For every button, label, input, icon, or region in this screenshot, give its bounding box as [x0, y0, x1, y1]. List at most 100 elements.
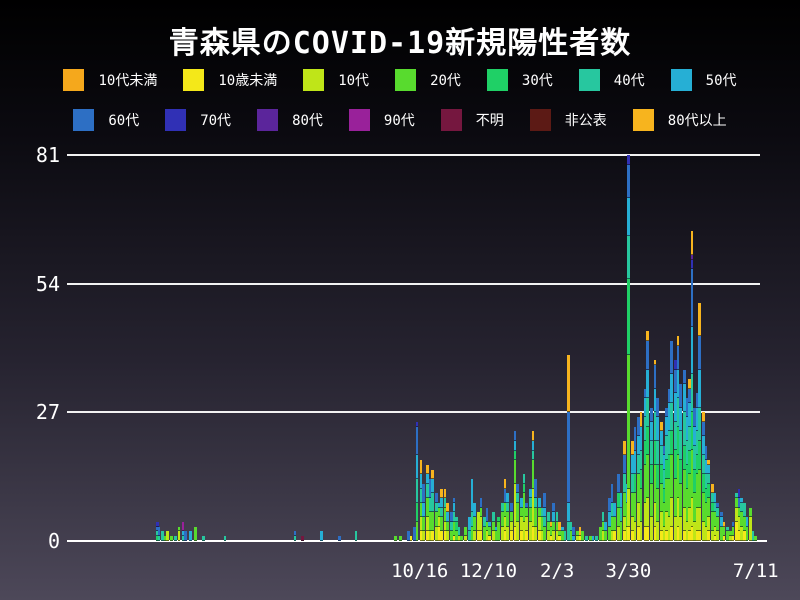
bar-segment-g2: [656, 488, 659, 522]
bar-segment-c: [552, 512, 555, 522]
bar-segment-t: [174, 536, 177, 541]
bar-segment-b: [413, 526, 416, 541]
bar-segment-b: [627, 164, 630, 198]
bar-segment-c: [473, 502, 476, 518]
bar-segment-g2: [660, 483, 663, 513]
bar-day-309: [546, 512, 550, 541]
bar-segment-t: [555, 512, 559, 522]
bar-segment-t: [704, 474, 708, 489]
bar-segment-O: [722, 521, 726, 527]
bar-segment-g2: [754, 536, 757, 541]
bar-day-304: [540, 507, 544, 541]
bar-segment-c: [470, 479, 474, 513]
legend-label-b: 60代: [108, 113, 140, 129]
bar-day-6: [161, 531, 164, 541]
bar-segment-b: [637, 417, 640, 437]
bar-segment-b: [643, 388, 647, 399]
bar-day-38: [202, 536, 205, 541]
bar-segment-b: [293, 531, 297, 537]
legend-swatch-p8-icon: [257, 109, 279, 131]
bar-day-454: [731, 521, 735, 541]
legend-swatch-t-icon: [578, 69, 600, 91]
legend-item-g2: 20代: [395, 69, 461, 91]
bar-segment-t: [653, 412, 657, 441]
bar-day-395: [656, 398, 659, 541]
bar-segment-g2: [711, 512, 714, 532]
bar-segment-g2: [737, 507, 741, 518]
bar-segment-b: [670, 340, 673, 375]
bar-day-299: [534, 479, 537, 541]
bar-segment-b: [503, 488, 507, 503]
bar-segment-g2: [613, 517, 616, 532]
bar-segment-y: [549, 536, 553, 541]
bar-segment-y: [665, 531, 668, 541]
bar-segment-y: [637, 526, 640, 541]
bar-segment-c: [633, 450, 637, 475]
legend-label-u: 不明: [475, 113, 504, 129]
bar-segment-g2: [422, 517, 425, 532]
bar-segment-g2: [510, 512, 513, 522]
bar-segment-y: [437, 526, 441, 541]
bar-day-266: [492, 512, 495, 541]
bar-day-285: [516, 483, 519, 541]
bar-segment-g1: [688, 507, 691, 532]
bar-segment-y: [431, 531, 434, 541]
bar-segment-g1: [695, 507, 699, 532]
bar-segment-g2: [163, 536, 167, 541]
bar-segment-c: [698, 369, 701, 408]
grid-line-81: [67, 154, 760, 156]
bar-segment-t: [742, 502, 746, 518]
bar-segment-y: [578, 536, 582, 541]
bar-segment-g2: [558, 531, 561, 537]
bar-segment-b: [338, 536, 341, 541]
bar-segment-g2: [437, 507, 441, 518]
bar-segment-b: [662, 445, 666, 456]
bar-day-398: [660, 421, 663, 541]
bar-segment-O: [431, 469, 434, 480]
bar-segment-t: [595, 536, 598, 541]
bar-segment-c: [591, 536, 595, 541]
x-tick-label-3-30: 3/30: [605, 560, 652, 582]
bar-segment-t: [450, 521, 453, 532]
bar-segment-i: [737, 488, 741, 499]
bar-segment-g2: [531, 460, 535, 489]
bar-segment-b: [695, 393, 699, 408]
bar-day-201: [409, 536, 413, 541]
bar-segment-O: [558, 521, 561, 532]
bar-segment-c: [452, 502, 456, 513]
bar-segment-g1: [627, 488, 630, 527]
bar-day-318: [558, 521, 561, 541]
bar-segment-b: [716, 502, 719, 508]
bar-day-385: [643, 388, 647, 541]
bar-day-468: [749, 507, 752, 541]
bar-segment-b: [572, 526, 575, 537]
bar-segment-g2: [679, 483, 682, 518]
bar-day-420: [688, 379, 691, 541]
bar-segment-g1: [616, 526, 620, 541]
legend-label-c: 50代: [705, 73, 737, 89]
bar-segment-g1: [501, 526, 504, 541]
bar-day-311: [549, 521, 553, 541]
bar-segment-b: [674, 369, 677, 394]
bar-segment-b: [552, 502, 555, 513]
bar-segment-g1: [166, 531, 170, 541]
bar-segment-t: [567, 521, 570, 541]
bar-segment-O: [623, 441, 626, 456]
bar-segment-b: [665, 407, 668, 418]
bar-segment-t: [428, 498, 432, 513]
bar-segment-g3: [633, 474, 637, 494]
bar-segment-b: [513, 431, 517, 441]
bar-segment-y: [698, 531, 701, 541]
bar-segment-g1: [623, 517, 626, 532]
bar-segment-g1: [653, 502, 657, 527]
bar-segment-t: [740, 502, 743, 513]
y-tick-label-54: 54: [35, 271, 60, 296]
bar-segment-c: [660, 431, 663, 446]
bar-day-411: [676, 336, 680, 541]
legend-swatch-u-icon: [440, 109, 462, 131]
bar-day-206: [415, 421, 419, 541]
bar-segment-b: [543, 493, 546, 508]
bar-day-288: [520, 498, 523, 541]
bar-segment-b: [534, 479, 537, 499]
bar-segment-g3: [704, 488, 708, 503]
